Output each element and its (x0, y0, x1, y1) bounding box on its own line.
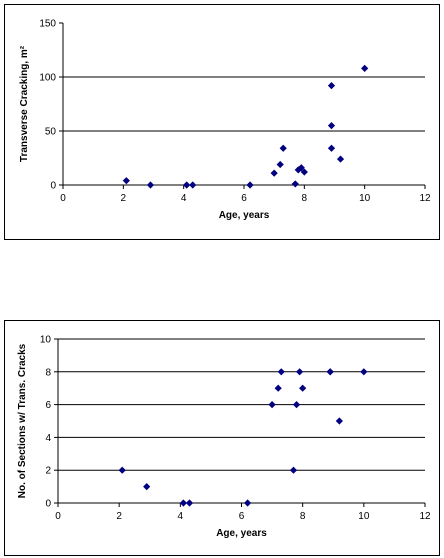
y-tick-label: 0 (50, 181, 56, 192)
y-tick-label: 10 (40, 335, 52, 346)
y-tick-label: 0 (45, 499, 51, 510)
data-point (270, 169, 278, 177)
data-point (118, 466, 126, 474)
x-tick-label: 4 (178, 511, 184, 522)
x-tick-label: 10 (358, 511, 370, 522)
data-point (296, 368, 304, 376)
data-point (183, 181, 191, 189)
y-tick-label: 2 (45, 466, 51, 477)
data-point (299, 384, 307, 392)
data-point (289, 466, 298, 474)
x-tick-label: 12 (419, 193, 431, 204)
x-tick-label: 0 (55, 511, 61, 522)
data-point (143, 483, 151, 491)
data-point (326, 368, 334, 376)
y-tick-label: 50 (45, 127, 57, 138)
x-tick-label: 8 (302, 193, 308, 204)
data-point (268, 401, 276, 409)
data-point (185, 499, 194, 507)
data-point (297, 164, 305, 172)
y-tick-label: 6 (45, 400, 51, 411)
data-point (189, 181, 197, 189)
data-point (327, 82, 336, 90)
chart-2-svg: 0 2 4 6 8 10 0 2 4 6 8 10 12 Age, years No. of Section… (17, 335, 431, 540)
data-point (146, 181, 155, 189)
data-point (276, 160, 284, 169)
data-point (179, 499, 187, 507)
data-point (292, 401, 301, 409)
y-axis-title: No. of Sections w/ Trans. Cracks (17, 343, 28, 498)
y-tick-label: 150 (39, 19, 56, 30)
y-tick-label: 8 (45, 367, 51, 378)
x-axis-title: Age, years (219, 210, 270, 221)
x-tick-label: 6 (241, 193, 247, 204)
data-point (294, 166, 302, 174)
chart-1-svg: 0 50 100 150 0 2 4 6 8 10 12 Age, years Transverse C… (19, 19, 431, 222)
data-point (361, 64, 369, 72)
x-tick-label: 6 (239, 511, 245, 522)
data-point (279, 144, 287, 152)
data-point (360, 368, 368, 376)
data-point (277, 368, 285, 376)
x-axis-title: Age, years (216, 528, 267, 539)
chart-transverse-cracking: 0 50 100 150 0 2 4 6 8 10 12 Age, years Transverse C… (4, 4, 440, 240)
data-point (291, 180, 299, 188)
x-tick-label: 10 (359, 193, 371, 204)
y-axis-title: Transverse Cracking, m² (19, 45, 30, 162)
data-point (336, 155, 345, 163)
data-point (244, 499, 252, 507)
x-tick-label: 2 (116, 511, 122, 522)
x-tick-label: 4 (181, 193, 187, 204)
y-tick-label: 100 (39, 73, 56, 84)
x-tick-label: 8 (300, 511, 306, 522)
x-tick-label: 0 (60, 193, 66, 204)
data-point (274, 384, 282, 392)
data-point (335, 417, 343, 425)
data-point (327, 122, 336, 130)
data-point (300, 168, 308, 176)
data-point (246, 181, 254, 189)
y-tick-label: 4 (45, 433, 51, 444)
x-tick-label: 2 (121, 193, 127, 204)
chart-sections-with-cracks: 0 2 4 6 8 10 0 2 4 6 8 10 12 Age, years No. of Section… (4, 320, 440, 556)
data-point (122, 177, 130, 185)
x-tick-label: 12 (419, 511, 431, 522)
data-point (327, 144, 336, 152)
